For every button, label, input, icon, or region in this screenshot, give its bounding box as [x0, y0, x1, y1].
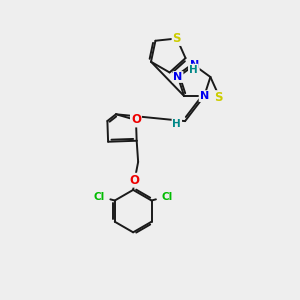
- Text: N: N: [173, 72, 182, 82]
- Text: O: O: [131, 113, 141, 127]
- Text: H: H: [189, 64, 198, 75]
- Text: N: N: [190, 60, 199, 70]
- Text: N: N: [200, 91, 209, 101]
- Text: O: O: [130, 174, 140, 187]
- Text: Cl: Cl: [161, 192, 172, 202]
- Text: S: S: [214, 91, 223, 104]
- Text: Cl: Cl: [94, 192, 105, 202]
- Text: S: S: [172, 32, 181, 45]
- Text: H: H: [172, 119, 181, 129]
